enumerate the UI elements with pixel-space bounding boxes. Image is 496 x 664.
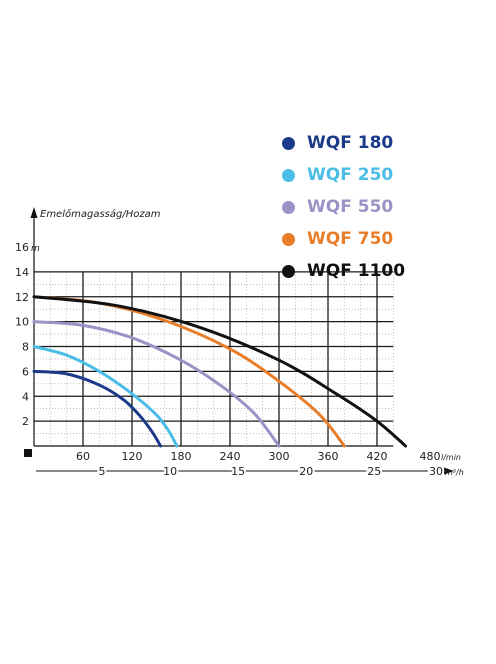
secondary-tick-label: 25 bbox=[367, 465, 381, 478]
x-tick-label: 120 bbox=[122, 450, 143, 463]
x-tick-label: 180 bbox=[171, 450, 192, 463]
series-line-wqf-250 bbox=[32, 345, 179, 448]
legend-label: WQF 180 bbox=[307, 133, 394, 153]
secondary-axis-arrow bbox=[444, 467, 454, 475]
secondary-tick-label: 20 bbox=[299, 465, 313, 478]
y-tick-label: 2 bbox=[22, 415, 29, 428]
grid bbox=[34, 271, 394, 446]
secondary-tick-label: 30 bbox=[429, 465, 443, 478]
legend-marker bbox=[282, 200, 295, 214]
x-tick-label: 240 bbox=[220, 450, 241, 463]
legend-marker bbox=[282, 168, 295, 182]
secondary-tick-label: 10 bbox=[163, 465, 177, 478]
y-axis-arrow bbox=[30, 207, 38, 218]
series-curves bbox=[32, 295, 408, 448]
series-line-wqf-550 bbox=[32, 320, 281, 448]
legend-label: WQF 1100 bbox=[307, 261, 406, 281]
x-tick-label: 360 bbox=[318, 450, 339, 463]
y-tick-label: 16 bbox=[15, 241, 29, 254]
tick-labels: 2 4 6 8 10 12 14 16 m 60 120 180 240 300 360 420 480 l/mi… bbox=[15, 241, 464, 480]
y-unit-label: m bbox=[31, 244, 40, 254]
secondary-tick-label: 15 bbox=[231, 465, 245, 478]
legend-item: WQF 1100 bbox=[282, 259, 405, 283]
y-tick-label: 12 bbox=[15, 291, 29, 304]
legend-item: WQF 250 bbox=[282, 163, 393, 187]
x-tick-label: 420 bbox=[367, 450, 388, 463]
y-tick-label: 4 bbox=[22, 390, 29, 403]
legend-label: WQF 750 bbox=[307, 229, 394, 249]
legend-item: WQF 550 bbox=[282, 195, 393, 219]
legend-marker bbox=[282, 232, 295, 246]
x-tick-label: 60 bbox=[76, 450, 90, 463]
secondary-unit-label: m³/h bbox=[445, 468, 464, 477]
y-tick-label: 14 bbox=[15, 266, 29, 279]
legend-marker bbox=[282, 136, 295, 150]
y-axis-title: Emelőmagasság/Hozam bbox=[40, 208, 161, 220]
legend-item: WQF 180 bbox=[282, 131, 393, 155]
legend-marker bbox=[282, 264, 295, 278]
x-unit-label: l/min bbox=[441, 453, 461, 462]
origin-marker bbox=[24, 449, 32, 457]
axes bbox=[24, 207, 454, 475]
legend-item: WQF 750 bbox=[282, 227, 393, 251]
series-line-wqf-180 bbox=[32, 369, 163, 448]
x-tick-label: 480 bbox=[420, 450, 441, 463]
legend-label: WQF 550 bbox=[307, 197, 394, 217]
series-line-wqf-1100 bbox=[32, 295, 408, 448]
y-tick-label: 6 bbox=[22, 365, 29, 378]
x-tick-label: 300 bbox=[269, 450, 290, 463]
legend-label: WQF 250 bbox=[307, 165, 394, 185]
secondary-tick-label: 5 bbox=[99, 465, 106, 478]
y-tick-label: 8 bbox=[22, 341, 29, 354]
y-tick-label: 10 bbox=[15, 316, 29, 329]
